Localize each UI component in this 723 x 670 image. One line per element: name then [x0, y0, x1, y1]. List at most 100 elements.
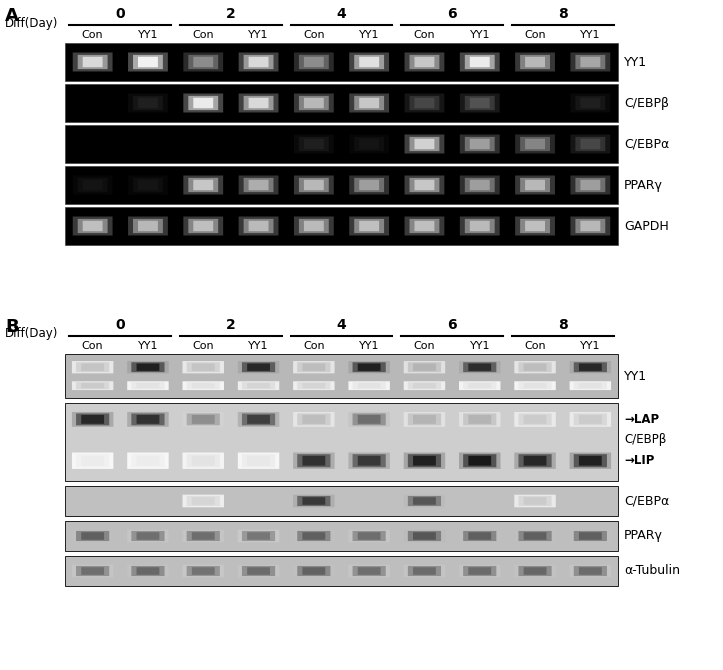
- FancyBboxPatch shape: [581, 221, 600, 231]
- FancyBboxPatch shape: [182, 494, 224, 507]
- FancyBboxPatch shape: [238, 452, 279, 469]
- FancyBboxPatch shape: [242, 362, 275, 372]
- FancyBboxPatch shape: [247, 456, 270, 466]
- FancyBboxPatch shape: [187, 382, 220, 389]
- FancyBboxPatch shape: [359, 98, 379, 109]
- FancyBboxPatch shape: [523, 456, 547, 466]
- FancyBboxPatch shape: [579, 532, 602, 540]
- FancyBboxPatch shape: [515, 176, 555, 194]
- FancyBboxPatch shape: [77, 178, 108, 192]
- FancyBboxPatch shape: [463, 566, 497, 576]
- Text: C/EBPβ: C/EBPβ: [624, 96, 669, 109]
- FancyBboxPatch shape: [518, 362, 552, 372]
- FancyBboxPatch shape: [138, 221, 158, 231]
- FancyBboxPatch shape: [184, 52, 223, 72]
- FancyBboxPatch shape: [405, 216, 445, 235]
- FancyBboxPatch shape: [574, 362, 607, 372]
- Text: →LAP: →LAP: [624, 413, 659, 426]
- FancyBboxPatch shape: [249, 98, 268, 109]
- FancyBboxPatch shape: [302, 567, 325, 575]
- FancyBboxPatch shape: [579, 567, 602, 575]
- FancyBboxPatch shape: [76, 531, 109, 541]
- FancyBboxPatch shape: [525, 57, 545, 67]
- FancyBboxPatch shape: [574, 413, 607, 425]
- Text: α-Tubulin: α-Tubulin: [624, 565, 680, 578]
- FancyBboxPatch shape: [297, 454, 330, 467]
- FancyBboxPatch shape: [244, 55, 273, 69]
- FancyBboxPatch shape: [576, 219, 605, 233]
- FancyBboxPatch shape: [133, 178, 163, 192]
- Text: Con: Con: [524, 341, 546, 351]
- FancyBboxPatch shape: [348, 565, 390, 578]
- FancyBboxPatch shape: [518, 382, 552, 389]
- FancyBboxPatch shape: [192, 497, 215, 505]
- FancyBboxPatch shape: [349, 176, 389, 194]
- Text: YY1: YY1: [624, 369, 647, 383]
- FancyBboxPatch shape: [518, 454, 552, 467]
- FancyBboxPatch shape: [359, 57, 379, 67]
- FancyBboxPatch shape: [73, 52, 113, 72]
- FancyBboxPatch shape: [413, 456, 436, 466]
- FancyBboxPatch shape: [514, 412, 556, 427]
- Text: YY1: YY1: [359, 341, 380, 351]
- FancyBboxPatch shape: [460, 135, 500, 153]
- FancyBboxPatch shape: [514, 565, 556, 578]
- FancyBboxPatch shape: [293, 361, 335, 373]
- FancyBboxPatch shape: [302, 364, 325, 371]
- FancyBboxPatch shape: [520, 55, 550, 69]
- FancyBboxPatch shape: [413, 532, 436, 540]
- FancyBboxPatch shape: [81, 567, 104, 575]
- FancyBboxPatch shape: [413, 415, 436, 424]
- FancyBboxPatch shape: [574, 454, 607, 467]
- FancyBboxPatch shape: [518, 566, 552, 576]
- FancyBboxPatch shape: [409, 137, 440, 151]
- FancyBboxPatch shape: [579, 456, 602, 466]
- FancyBboxPatch shape: [299, 96, 329, 110]
- FancyBboxPatch shape: [193, 221, 213, 231]
- FancyBboxPatch shape: [358, 383, 380, 389]
- FancyBboxPatch shape: [518, 413, 552, 425]
- FancyBboxPatch shape: [132, 413, 165, 425]
- FancyBboxPatch shape: [470, 57, 489, 67]
- FancyBboxPatch shape: [354, 96, 384, 110]
- Text: C/EBPα: C/EBPα: [624, 494, 669, 507]
- FancyBboxPatch shape: [470, 98, 489, 109]
- FancyBboxPatch shape: [182, 381, 224, 390]
- FancyBboxPatch shape: [465, 178, 495, 192]
- FancyBboxPatch shape: [414, 57, 435, 67]
- FancyBboxPatch shape: [192, 364, 215, 371]
- FancyBboxPatch shape: [470, 221, 489, 231]
- FancyBboxPatch shape: [238, 565, 279, 578]
- FancyBboxPatch shape: [249, 221, 268, 231]
- FancyBboxPatch shape: [127, 381, 168, 390]
- Text: 6: 6: [448, 7, 457, 21]
- FancyBboxPatch shape: [192, 383, 215, 389]
- FancyBboxPatch shape: [460, 52, 500, 72]
- Text: Con: Con: [414, 30, 435, 40]
- FancyBboxPatch shape: [247, 415, 270, 424]
- FancyBboxPatch shape: [133, 219, 163, 233]
- FancyBboxPatch shape: [187, 362, 220, 372]
- FancyBboxPatch shape: [403, 452, 445, 469]
- FancyBboxPatch shape: [304, 98, 324, 109]
- FancyBboxPatch shape: [403, 412, 445, 427]
- FancyBboxPatch shape: [293, 494, 335, 507]
- FancyBboxPatch shape: [459, 361, 500, 373]
- FancyBboxPatch shape: [184, 94, 223, 113]
- Bar: [65, 486, 618, 516]
- FancyBboxPatch shape: [132, 362, 165, 372]
- FancyBboxPatch shape: [239, 94, 278, 113]
- FancyBboxPatch shape: [514, 530, 556, 542]
- FancyBboxPatch shape: [193, 180, 213, 190]
- FancyBboxPatch shape: [469, 415, 491, 424]
- FancyBboxPatch shape: [238, 412, 279, 427]
- FancyBboxPatch shape: [523, 364, 547, 371]
- FancyBboxPatch shape: [299, 178, 329, 192]
- FancyBboxPatch shape: [413, 364, 436, 371]
- FancyBboxPatch shape: [353, 566, 386, 576]
- FancyBboxPatch shape: [297, 413, 330, 425]
- FancyBboxPatch shape: [574, 566, 607, 576]
- FancyBboxPatch shape: [581, 139, 600, 149]
- FancyBboxPatch shape: [127, 530, 168, 542]
- FancyBboxPatch shape: [581, 98, 600, 109]
